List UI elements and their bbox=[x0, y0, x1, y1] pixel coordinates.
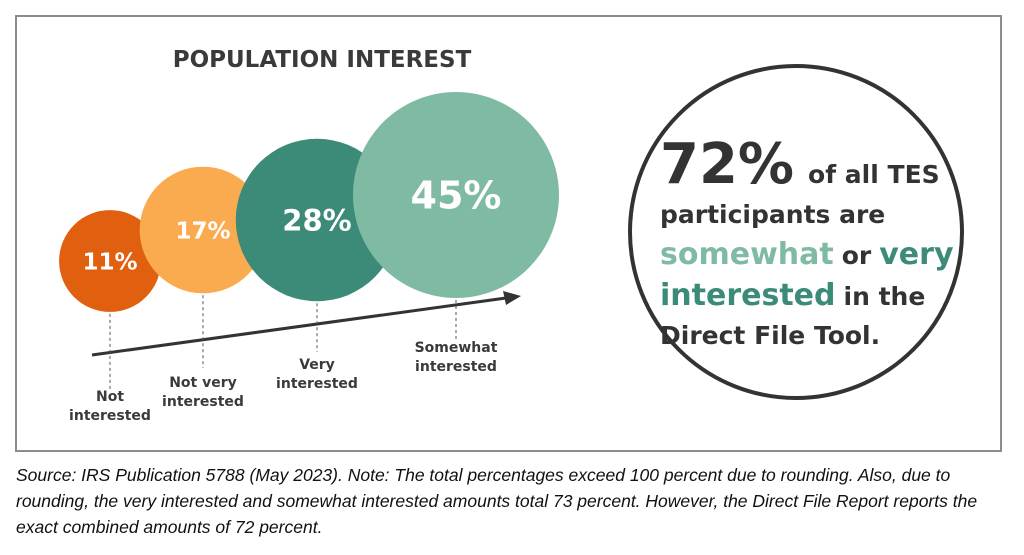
callout-somewhat: somewhat bbox=[660, 237, 834, 272]
category-label: Not very bbox=[169, 375, 237, 391]
category-label: Somewhat bbox=[415, 340, 498, 356]
callout-line-2: participants are bbox=[660, 200, 885, 229]
category-label: interested bbox=[162, 394, 244, 410]
bubble bbox=[139, 166, 267, 294]
chart-title: POPULATION INTEREST bbox=[173, 47, 472, 73]
callout-big-number: 72% bbox=[660, 132, 794, 197]
bubble bbox=[59, 210, 161, 312]
category-label: Not bbox=[96, 389, 124, 405]
category-label: interested bbox=[69, 408, 151, 424]
callout-very: very bbox=[879, 237, 954, 272]
source-note: Source: IRS Publication 5788 (May 2023).… bbox=[16, 465, 978, 537]
callout-in-the: in the bbox=[844, 282, 926, 311]
category-label: interested bbox=[276, 376, 358, 392]
callout-line-4: interested in the bbox=[660, 278, 925, 313]
category-label: Very bbox=[299, 357, 335, 373]
bubble bbox=[353, 92, 559, 298]
callout-line-3: somewhat or very bbox=[660, 237, 954, 272]
category-label: interested bbox=[415, 359, 497, 375]
bubble-value-label: 45% bbox=[411, 174, 502, 218]
bubble-value-label: 11% bbox=[82, 249, 137, 275]
callout-or: or bbox=[842, 241, 872, 270]
callout-line1-rest: of all TES bbox=[808, 160, 940, 189]
trend-arrow-line bbox=[91, 296, 507, 357]
callout-line-1: 72% of all TES bbox=[660, 132, 940, 197]
callout-interested: interested bbox=[660, 278, 836, 313]
trend-arrow-head bbox=[503, 291, 521, 305]
bubble-value-label: 17% bbox=[175, 218, 230, 244]
callout-line-5: Direct File Tool. bbox=[660, 321, 880, 350]
bubble-value-label: 28% bbox=[282, 203, 351, 237]
callout-circle bbox=[628, 64, 964, 400]
